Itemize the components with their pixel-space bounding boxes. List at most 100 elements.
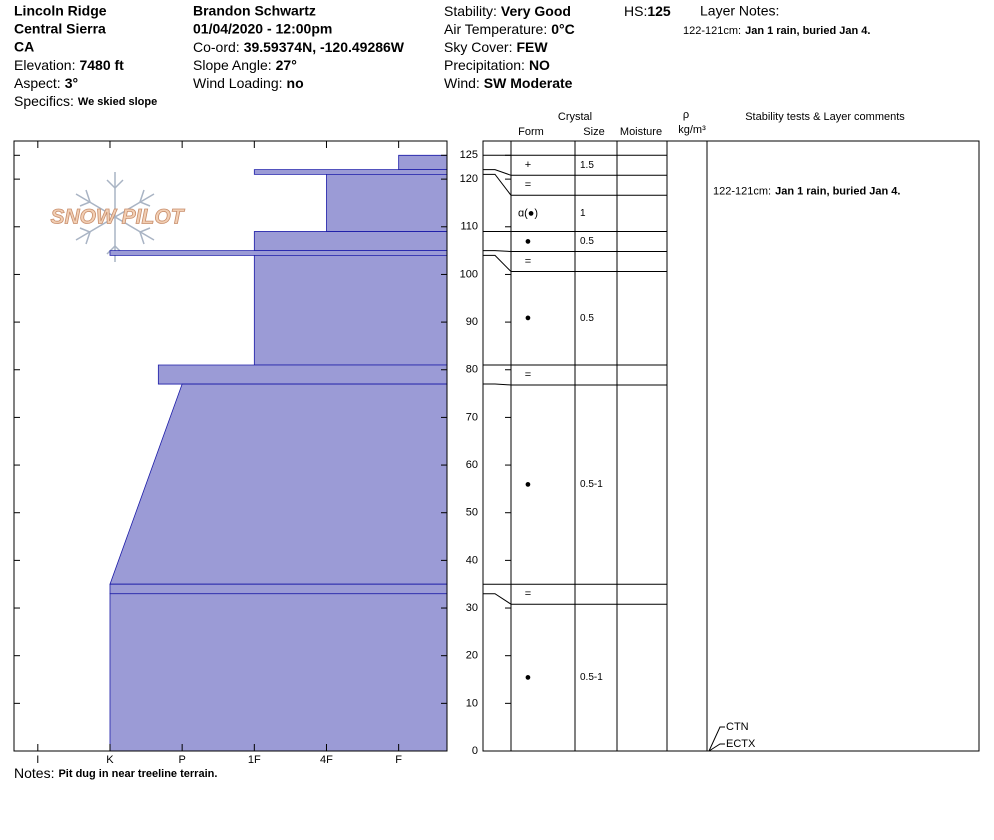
test-label: ECTX bbox=[726, 738, 756, 750]
hardness-layer bbox=[109, 593, 448, 752]
field-value: 3° bbox=[65, 75, 78, 91]
field-value: 27° bbox=[276, 57, 297, 73]
depth-label: 30 bbox=[466, 602, 478, 614]
crystal-size: 0.5 bbox=[580, 313, 594, 324]
header-density-unit: kg/m³ bbox=[678, 124, 706, 136]
field-label: Sky Cover: bbox=[444, 39, 512, 55]
field-value: 0°C bbox=[551, 21, 575, 37]
depth-label: 60 bbox=[466, 459, 478, 471]
x-tick-label: F bbox=[395, 754, 402, 766]
notes-label: Notes: bbox=[14, 765, 54, 781]
field-label: Slope Angle: bbox=[193, 57, 272, 73]
graph-frame bbox=[13, 140, 448, 752]
field-label: Aspect: bbox=[14, 75, 61, 91]
depth-label: 80 bbox=[466, 364, 478, 376]
header-comments: Stability tests & Layer comments bbox=[745, 111, 905, 123]
depth-label: 40 bbox=[466, 554, 478, 566]
hardness-layer bbox=[109, 250, 448, 256]
hardness-layer bbox=[157, 364, 448, 385]
field-label: Precipitation: bbox=[444, 57, 525, 73]
layer-comment: 122-121cm: Jan 1 rain, buried Jan 4. bbox=[713, 185, 900, 197]
header-field: Slope Angle: 27° bbox=[193, 57, 297, 73]
depth-label: 90 bbox=[466, 316, 478, 328]
crystal-size: 0.5-1 bbox=[580, 479, 603, 490]
layer-notes-title: Layer Notes: bbox=[700, 3, 779, 19]
hardness-layer bbox=[109, 583, 448, 595]
test-arrow bbox=[708, 743, 725, 752]
hardness-layer bbox=[253, 254, 448, 366]
crystal-form: ● bbox=[525, 312, 532, 324]
logo-text: SNOW PILOT bbox=[51, 206, 186, 229]
header-line: CA bbox=[14, 39, 34, 55]
header-field: Wind: SW Moderate bbox=[444, 75, 573, 91]
comment-text: Jan 1 rain, buried Jan 4. bbox=[775, 185, 900, 197]
hs-value: 125 bbox=[647, 3, 671, 19]
header-field: Elevation: 7480 ft bbox=[14, 57, 124, 73]
header-line: Brandon Schwartz bbox=[193, 3, 316, 19]
crystal-form: = bbox=[525, 369, 531, 381]
crystal-size: 1.5 bbox=[580, 160, 594, 171]
notes-text: Pit dug in near treeline terrain. bbox=[58, 768, 217, 780]
header-crystal: Crystal bbox=[558, 111, 592, 123]
crystal-form: ɑ(●) bbox=[518, 207, 538, 219]
crystal-form: ● bbox=[525, 235, 532, 247]
header-field: Air Temperature: 0°C bbox=[444, 21, 575, 37]
depth-label: 125 bbox=[460, 149, 478, 161]
field-label: Wind Loading: bbox=[193, 75, 283, 91]
crystal-form: ● bbox=[525, 672, 532, 684]
hardness-layer bbox=[109, 383, 448, 585]
field-label: Wind: bbox=[444, 75, 480, 91]
field-label: Elevation: bbox=[14, 57, 75, 73]
crystal-size: 0.5 bbox=[580, 236, 594, 247]
header-form: Form bbox=[518, 126, 544, 138]
x-tick-label: 1F bbox=[248, 754, 261, 766]
header-line: 01/04/2020 - 12:00pm bbox=[193, 21, 332, 37]
x-tick-label: K bbox=[106, 754, 114, 766]
test-arrow bbox=[708, 726, 725, 752]
logo bbox=[75, 172, 155, 262]
depth-label: 20 bbox=[466, 650, 478, 662]
crystal-form: = bbox=[525, 588, 531, 600]
header-line: Central Sierra bbox=[14, 21, 106, 37]
header-field: Stability: Very Good bbox=[444, 3, 571, 19]
note-depth: 122-121cm: bbox=[683, 25, 741, 37]
crystal-form: + bbox=[525, 159, 531, 171]
field-label: Stability: bbox=[444, 3, 497, 19]
field-value: 39.59374N, -120.49286W bbox=[244, 39, 405, 55]
depth-connector bbox=[483, 254, 512, 272]
hardness-layer bbox=[253, 169, 448, 175]
header-field: Aspect: 3° bbox=[14, 75, 78, 91]
field-value: 7480 ft bbox=[79, 57, 124, 73]
header-field: Wind Loading: no bbox=[193, 75, 304, 91]
header-field: Co-ord: 39.59374N, -120.49286W bbox=[193, 39, 405, 55]
depth-label: 110 bbox=[460, 221, 478, 233]
depth-label: 0 bbox=[472, 745, 478, 757]
crystal-size: 0.5-1 bbox=[580, 672, 603, 683]
notes: Notes: Pit dug in near treeline terrain. bbox=[14, 765, 217, 781]
test-label: CTN bbox=[726, 721, 749, 733]
header-rho: ρ bbox=[683, 109, 689, 121]
header-field: Specifics: We skied slope bbox=[14, 93, 157, 109]
header-field: Precipitation: NO bbox=[444, 57, 550, 73]
depth-connector bbox=[483, 169, 512, 176]
field-value: Very Good bbox=[501, 3, 571, 19]
field-label: Co-ord: bbox=[193, 39, 240, 55]
depth-label: 120 bbox=[460, 173, 478, 185]
depth-connector bbox=[483, 593, 512, 605]
field-label: Air Temperature: bbox=[444, 21, 547, 37]
crystal-form: = bbox=[525, 255, 531, 267]
field-value: NO bbox=[529, 57, 550, 73]
crystal-form: = bbox=[525, 179, 531, 191]
depth-connector bbox=[483, 250, 512, 253]
hardness-layer bbox=[253, 231, 448, 252]
x-tick-label: P bbox=[178, 754, 185, 766]
field-value: We skied slope bbox=[78, 96, 157, 108]
header-size: Size bbox=[583, 126, 604, 138]
x-tick-label: 4F bbox=[320, 754, 333, 766]
hs: HS:125 bbox=[624, 3, 671, 19]
field-value: no bbox=[287, 75, 304, 91]
crystal-form: ● bbox=[525, 479, 532, 491]
note-text: Jan 1 rain, buried Jan 4. bbox=[745, 25, 870, 37]
